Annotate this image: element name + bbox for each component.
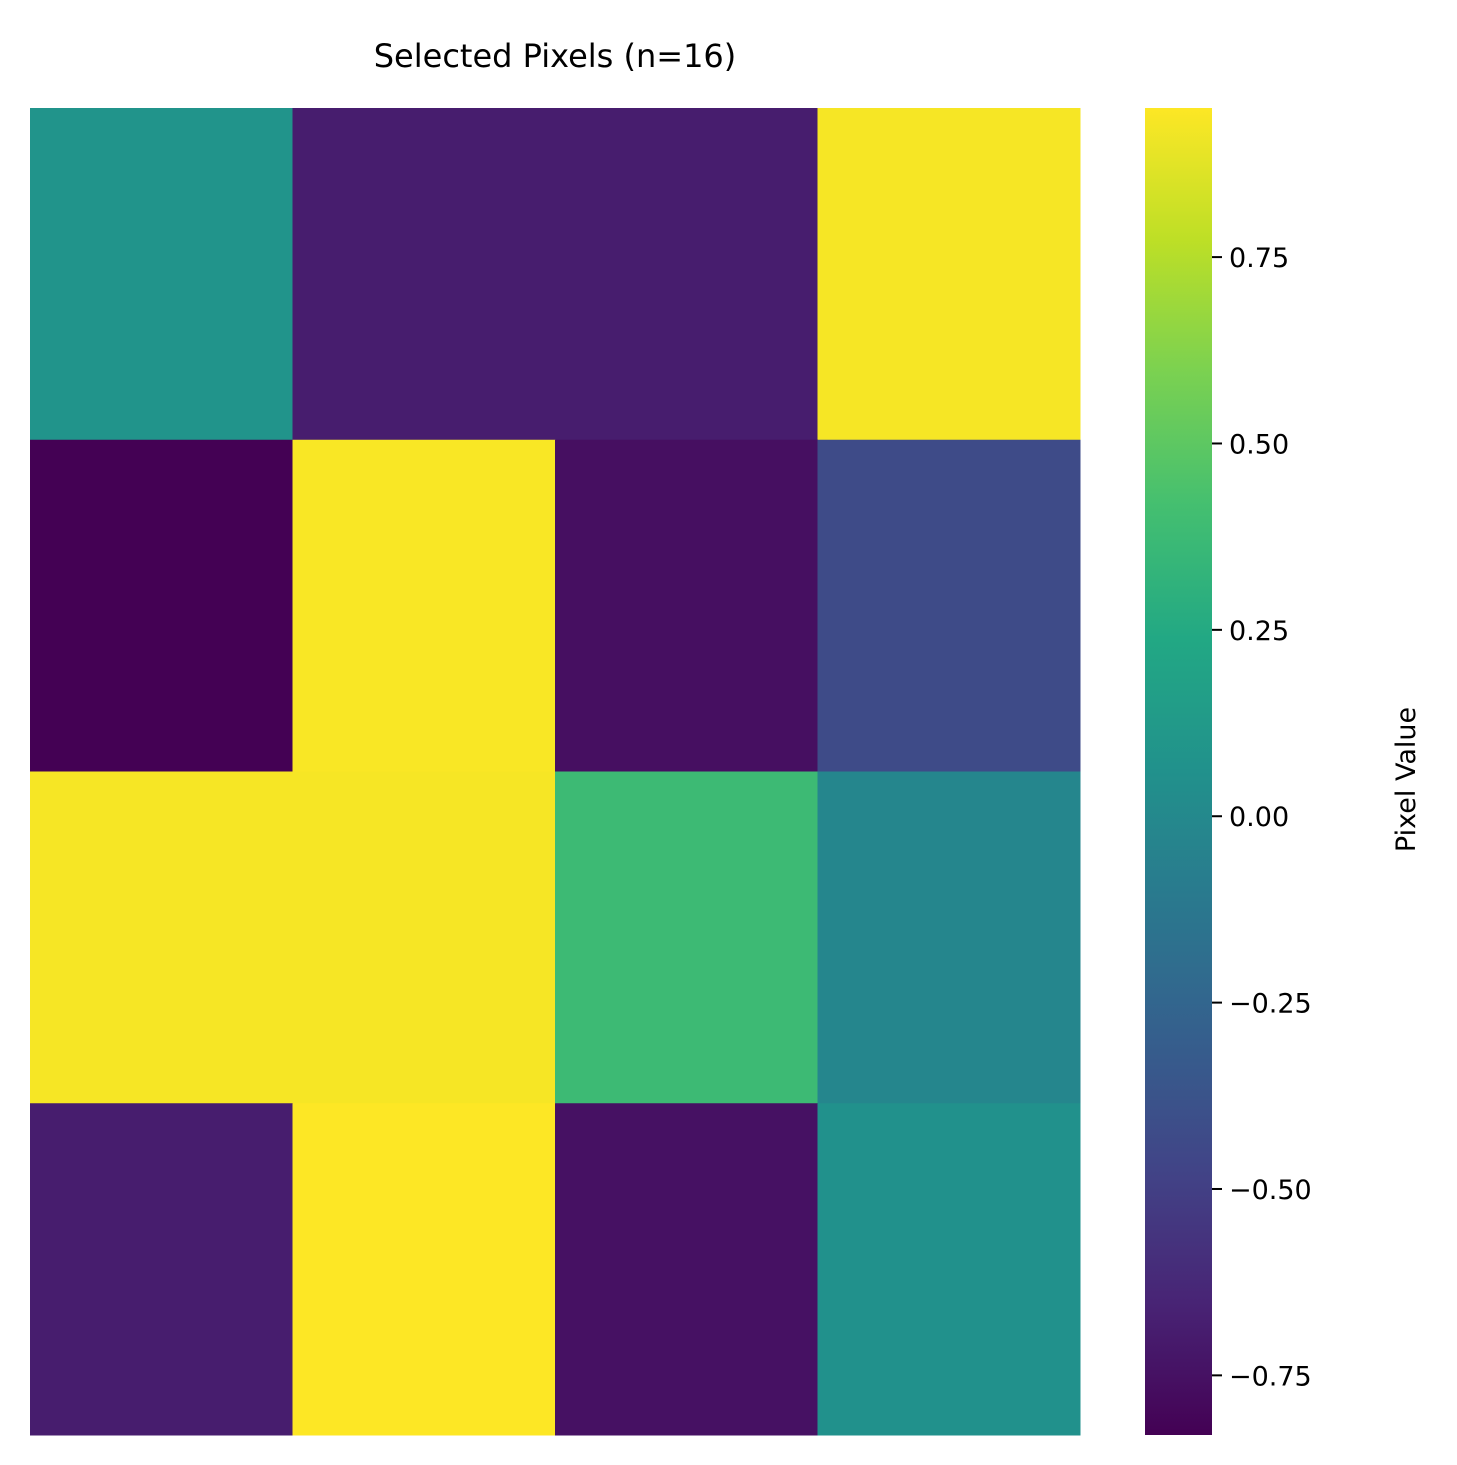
heatmap-cell-r0-c3 [817,108,1081,441]
heatmap-cell-r3-c2 [555,1103,818,1436]
heatmap-cell-r3-c1 [292,1103,556,1436]
colorbar-tick-label: 0.50 [1229,429,1289,460]
chart-title: Selected Pixels (n=16) [374,37,737,75]
colorbar-tick-label: −0.25 [1229,989,1312,1020]
colorbar-tick-label: 0.00 [1229,802,1289,833]
heatmap-cell-r3-c3 [817,1103,1081,1436]
heatmap-cell-r1-c2 [555,439,818,772]
colorbar: 0.75 0.50 0.25 0.00 −0.25 −0.50 −0.75 Pixel Val… [1145,108,1422,1435]
heatmap-cell-r1-c0 [30,439,293,772]
colorbar-tick-label: −0.50 [1229,1175,1312,1206]
colorbar-label: Pixel Value [1391,707,1422,852]
colorbar-tick-label: 0.25 [1229,616,1289,647]
heatmap-cell-r3-c0 [30,1103,293,1436]
heatmap-cell-r2-c1 [292,771,556,1104]
heatmap-cell-r2-c3 [817,771,1081,1104]
heatmap-cells [30,108,1081,1436]
colorbar-tick-label: −0.75 [1229,1361,1312,1392]
heatmap-cell-r0-c0 [30,108,293,441]
heatmap-cell-r2-c0 [30,771,293,1104]
heatmap-cell-r1-c1 [292,439,556,772]
heatmap-cell-r1-c3 [817,439,1081,772]
colorbar-gradient [1145,108,1212,1435]
heatmap-cell-r0-c2 [555,108,818,441]
heatmap-cell-r2-c2 [555,771,818,1104]
colorbar-tick-label: 0.75 [1229,243,1289,274]
heatmap-cell-r0-c1 [292,108,556,441]
